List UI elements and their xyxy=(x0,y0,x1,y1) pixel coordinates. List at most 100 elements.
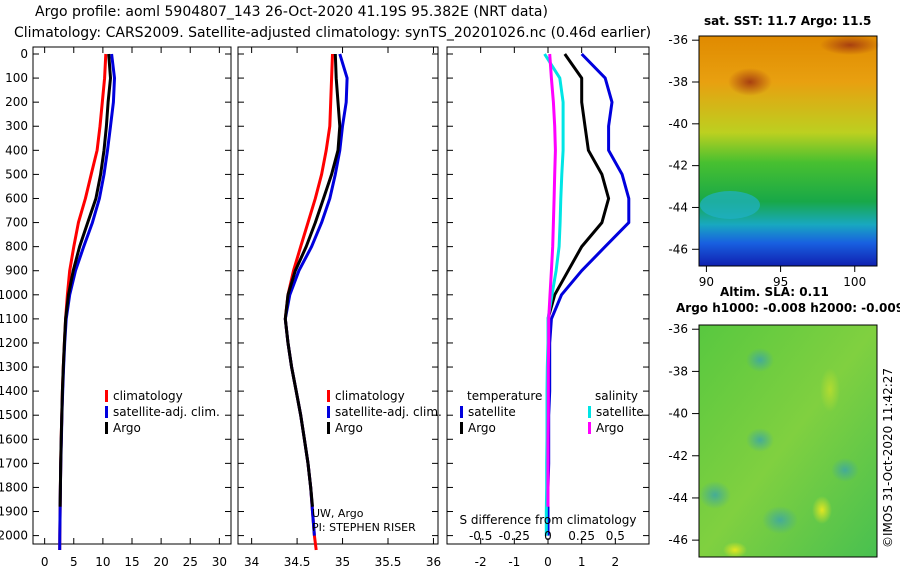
x-tick-label: 30 xyxy=(212,555,227,569)
legend-swatch xyxy=(588,422,591,434)
salinity-profile-panel: 34 34.5 35 35.5 36 xyxy=(238,47,441,569)
pressure-tick-label: 700 xyxy=(5,216,28,230)
series-line-temperature-satellite xyxy=(546,52,631,536)
pressure-tick-label: 1300 xyxy=(0,360,28,374)
legend-label: Argo xyxy=(468,421,496,435)
title-line-1: Argo profile: aoml 5904807_143 26-Oct-20… xyxy=(35,4,548,20)
legend-swatch xyxy=(327,390,330,402)
pressure-tick-label: 1600 xyxy=(0,432,28,446)
salinity-panel-frame xyxy=(237,46,439,545)
series-line-argo xyxy=(283,53,342,507)
x-tick-label: 5 xyxy=(70,555,78,569)
annotation-pi: PI: STEPHEN RISER xyxy=(312,521,416,534)
series-line-argo xyxy=(58,53,112,507)
pressure-tick-label: 800 xyxy=(5,240,28,254)
legend-swatch xyxy=(460,422,463,434)
legend-swatch xyxy=(105,422,108,434)
x-tick-label: -1 xyxy=(508,555,520,569)
x-tick-label: 10 xyxy=(95,555,110,569)
sst-y-tick-label: -38 xyxy=(668,75,688,89)
difference-xlabel: S difference from climatology xyxy=(460,513,637,527)
pressure-tick-label: 1000 xyxy=(0,288,28,302)
sla-y-tick-label: -38 xyxy=(668,364,688,378)
sla-y-tick-label: -44 xyxy=(668,491,688,505)
pressure-tick-label: 400 xyxy=(5,143,28,157)
secondary-x-tick-label: -0.25 xyxy=(499,529,530,543)
pressure-tick-label: 500 xyxy=(5,167,28,181)
sst-y-tick-label: -42 xyxy=(668,159,688,173)
x-tick-label: 35.5 xyxy=(375,555,402,569)
secondary-x-tick-label: 0 xyxy=(544,529,552,543)
pressure-tick-label: 300 xyxy=(5,119,28,133)
legend-label: climatology xyxy=(113,389,183,403)
secondary-x-tick-label: 0.25 xyxy=(568,529,595,543)
x-tick-label: 34 xyxy=(244,555,259,569)
legend-label: Argo xyxy=(113,421,141,435)
pressure-tick-label: 900 xyxy=(5,264,28,278)
series-line-satellite-adj-clim- xyxy=(283,53,349,536)
title-line-2: Climatology: CARS2009. Satellite-adjuste… xyxy=(14,25,652,41)
series-line-temperature-argo xyxy=(546,53,611,507)
credit-text: ©IMOS 31-Oct-2020 11:42:27 xyxy=(881,368,895,548)
legend-swatch xyxy=(588,406,591,418)
difference-profile-panel: -2 -1 0 1 2 xyxy=(447,47,649,569)
x-tick-label: 25 xyxy=(183,555,198,569)
pressure-tick-label: 1700 xyxy=(0,456,28,470)
x-tick-label: 1 xyxy=(578,555,586,569)
legend-label: Argo xyxy=(335,421,363,435)
sst-y-tick-label: -40 xyxy=(668,117,688,131)
series-line-salinity-argo xyxy=(546,53,557,507)
sst-y-tick-label: -46 xyxy=(668,242,688,256)
x-tick-label: 15 xyxy=(124,555,139,569)
x-tick-label: 35 xyxy=(335,555,350,569)
pressure-tick-label: 1400 xyxy=(0,384,28,398)
sla-map-title: Altim. SLA: 0.11 xyxy=(720,285,829,299)
legend-label: satellite xyxy=(596,405,644,419)
pressure-tick-label: 1100 xyxy=(0,312,28,326)
pressure-tick-label: 1800 xyxy=(0,480,28,494)
sst-map xyxy=(698,35,880,267)
sst-y-tick-label: -36 xyxy=(668,33,688,47)
pressure-tick-label: 0 xyxy=(20,47,28,61)
x-tick-label: 36 xyxy=(426,555,441,569)
pressure-tick-label: 1500 xyxy=(0,408,28,422)
sst-x-tick-label: 100 xyxy=(843,275,866,289)
secondary-x-tick-label: -0.5 xyxy=(469,529,492,543)
x-tick-label: 20 xyxy=(153,555,168,569)
legend-label: Argo xyxy=(596,421,624,435)
sst-map-title: sat. SST: 11.7 Argo: 11.5 xyxy=(704,14,871,28)
sst-map-y-axis: -36 -38 -40 -42 -44 -46 xyxy=(668,33,699,256)
legend-label: satellite-adj. clim. xyxy=(113,405,220,419)
sla-y-tick-label: -36 xyxy=(668,322,688,336)
pressure-tick-label: 600 xyxy=(5,191,28,205)
sla-map-subtitle: Argo h1000: -0.008 h2000: -0.0091 xyxy=(676,301,900,315)
pressure-tick-label: 2000 xyxy=(0,529,28,543)
pressure-tick-label: 1900 xyxy=(0,505,28,519)
sst-map-x-axis: 90 95 100 xyxy=(699,266,866,289)
sla-y-tick-label: -40 xyxy=(668,407,688,421)
legend-label: satellite-adj. clim. xyxy=(335,405,442,419)
sst-x-tick-label: 95 xyxy=(773,275,788,289)
sla-y-tick-label: -42 xyxy=(668,449,688,463)
x-tick-label: 34.5 xyxy=(284,555,311,569)
secondary-x-tick-label: 0.5 xyxy=(606,529,625,543)
legend-swatch xyxy=(327,406,330,418)
x-tick-label: 0 xyxy=(41,555,49,569)
sla-y-tick-label: -46 xyxy=(668,533,688,547)
temperature-panel-frame xyxy=(32,46,232,545)
legend-swatch xyxy=(105,390,108,402)
sst-y-tick-label: -44 xyxy=(668,200,688,214)
temperature-profile-panel: 0100200300400500600700800900100011001200… xyxy=(0,47,231,569)
legend-label: climatology xyxy=(335,389,405,403)
pressure-tick-label: 100 xyxy=(5,71,28,85)
x-tick-label: 2 xyxy=(612,555,620,569)
x-tick-label: 0 xyxy=(544,555,552,569)
legend-swatch xyxy=(460,406,463,418)
legend-label: satellite xyxy=(468,405,516,419)
x-tick-label: -2 xyxy=(475,555,487,569)
pressure-tick-label: 200 xyxy=(5,95,28,109)
annotation-uw-argo: UW, Argo xyxy=(312,507,364,520)
legend-swatch xyxy=(327,422,330,434)
legend-swatch xyxy=(105,406,108,418)
